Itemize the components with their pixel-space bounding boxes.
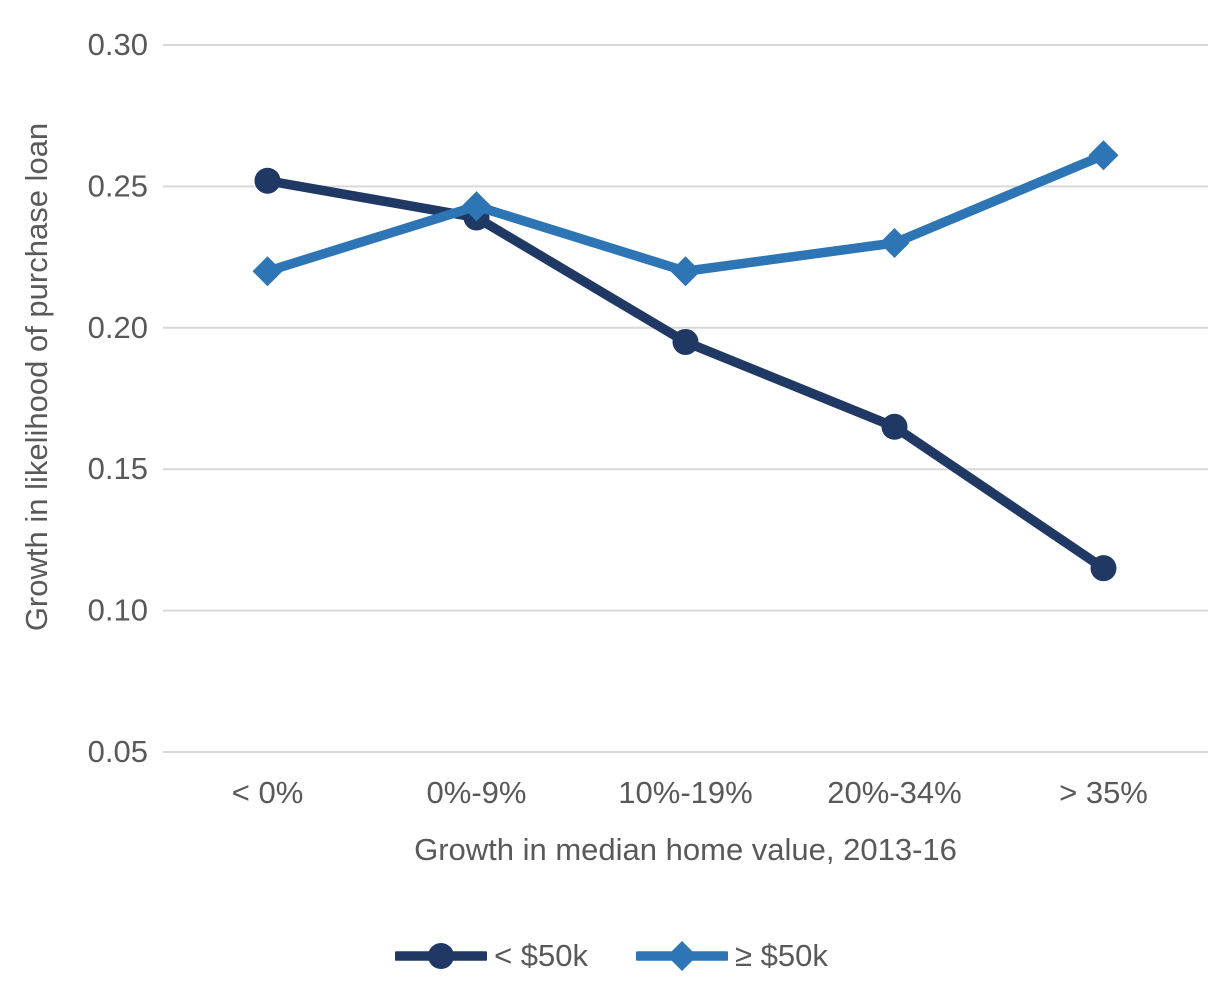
data-point-marker [254,167,281,194]
y-tick-label: 0.05 [88,734,148,769]
series-line [262,175,1109,573]
x-tick-label: 0%-9% [427,775,527,810]
x-axis-title: Growth in median home value, 2013-16 [414,832,957,867]
y-tick-label: 0.20 [88,310,148,345]
legend-item-lt-50k: < $50k [395,938,588,974]
y-tick-label: 0.15 [88,451,148,486]
y-tick-label: 0.30 [88,27,148,62]
data-point-marker [461,191,492,222]
data-point-marker [672,328,699,355]
data-point-marker [881,413,908,440]
series-gte-50k [252,140,1119,287]
series-lt-50k [254,167,1117,582]
legend-marker-sample [428,943,455,969]
legend: < $50k ≥ $50k [0,934,1223,978]
data-point-marker [670,256,701,287]
legend-label: ≥ $50k [735,938,828,973]
y-tick-label: 0.10 [88,593,148,628]
data-point-marker [252,256,283,287]
legend-item-gte-50k: ≥ $50k [636,938,828,974]
legend-marker-sample [667,941,698,971]
y-tick-label: 0.25 [88,168,148,203]
data-point-marker [1090,555,1117,582]
x-tick-label: > 35% [1059,775,1148,810]
x-tick-label: 20%-34% [827,775,961,810]
x-tick-label: 10%-19% [618,775,752,810]
legend-diamond-marker-icon [636,941,729,971]
legend-circle-marker-icon [395,943,488,969]
legend-label: < $50k [494,938,589,973]
data-point-marker [1088,140,1119,171]
series-line [262,150,1109,276]
x-tick-label: < 0% [232,775,304,810]
y-axis-title: Growth in likelihood of purchase loan [19,122,54,632]
data-point-marker [879,227,910,258]
